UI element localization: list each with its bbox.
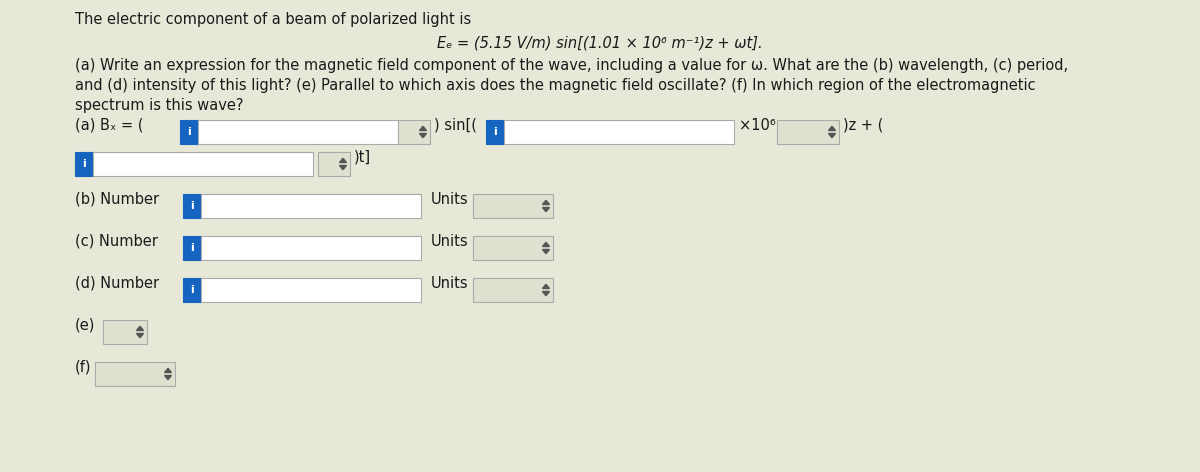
- Text: Units: Units: [431, 234, 469, 249]
- Polygon shape: [340, 166, 347, 170]
- Text: (a) Write an expression for the magnetic field component of the wave, including : (a) Write an expression for the magnetic…: [74, 58, 1068, 73]
- Bar: [202, 236, 421, 260]
- Polygon shape: [542, 208, 550, 212]
- Text: spectrum is this wave?: spectrum is this wave?: [74, 98, 244, 113]
- Bar: [202, 278, 421, 302]
- Text: i: i: [190, 243, 194, 253]
- Bar: [95, 362, 175, 386]
- Text: i: i: [82, 159, 86, 169]
- Text: (a) Bₓ = (: (a) Bₓ = (: [74, 118, 144, 133]
- Polygon shape: [137, 326, 144, 330]
- Bar: [504, 120, 734, 144]
- Bar: [318, 152, 350, 176]
- Bar: [182, 194, 202, 218]
- Text: The electric component of a beam of polarized light is: The electric component of a beam of pola…: [74, 12, 472, 27]
- Polygon shape: [420, 126, 426, 130]
- Text: i: i: [190, 285, 194, 295]
- Polygon shape: [828, 126, 835, 130]
- Text: i: i: [190, 201, 194, 211]
- Text: (e): (e): [74, 318, 95, 333]
- Bar: [182, 278, 202, 302]
- Text: (d) Number: (d) Number: [74, 276, 160, 291]
- Polygon shape: [420, 134, 426, 138]
- Text: Units: Units: [431, 276, 469, 291]
- Bar: [473, 194, 553, 218]
- Text: and (d) intensity of this light? (e) Parallel to which axis does the magnetic fi: and (d) intensity of this light? (e) Par…: [74, 78, 1036, 93]
- Text: i: i: [493, 127, 497, 137]
- Bar: [398, 120, 430, 144]
- Text: ×10⁶: ×10⁶: [739, 118, 775, 133]
- Text: (c) Number: (c) Number: [74, 234, 158, 249]
- Bar: [103, 320, 148, 344]
- Text: )z + (: )z + (: [842, 118, 883, 133]
- Polygon shape: [542, 284, 550, 288]
- Text: Units: Units: [431, 192, 469, 207]
- Polygon shape: [542, 200, 550, 204]
- Text: ) sin[(: ) sin[(: [434, 118, 478, 133]
- Text: )t]: )t]: [354, 150, 371, 165]
- Bar: [778, 120, 839, 144]
- Polygon shape: [164, 376, 172, 379]
- Bar: [198, 120, 398, 144]
- Polygon shape: [828, 134, 835, 138]
- Polygon shape: [164, 368, 172, 372]
- Text: (b) Number: (b) Number: [74, 192, 160, 207]
- Bar: [94, 152, 313, 176]
- Bar: [473, 236, 553, 260]
- Polygon shape: [542, 242, 550, 246]
- Polygon shape: [542, 250, 550, 254]
- Bar: [486, 120, 504, 144]
- Polygon shape: [542, 292, 550, 295]
- Bar: [202, 194, 421, 218]
- Text: Eₑ = (5.15 V/m) sin[(1.01 × 10⁶ m⁻¹)z + ωt].: Eₑ = (5.15 V/m) sin[(1.01 × 10⁶ m⁻¹)z + …: [437, 35, 763, 50]
- Bar: [74, 152, 94, 176]
- Polygon shape: [340, 158, 347, 162]
- Polygon shape: [137, 334, 144, 337]
- Bar: [182, 236, 202, 260]
- Text: (f): (f): [74, 360, 91, 375]
- Bar: [180, 120, 198, 144]
- Text: i: i: [187, 127, 191, 137]
- Bar: [473, 278, 553, 302]
